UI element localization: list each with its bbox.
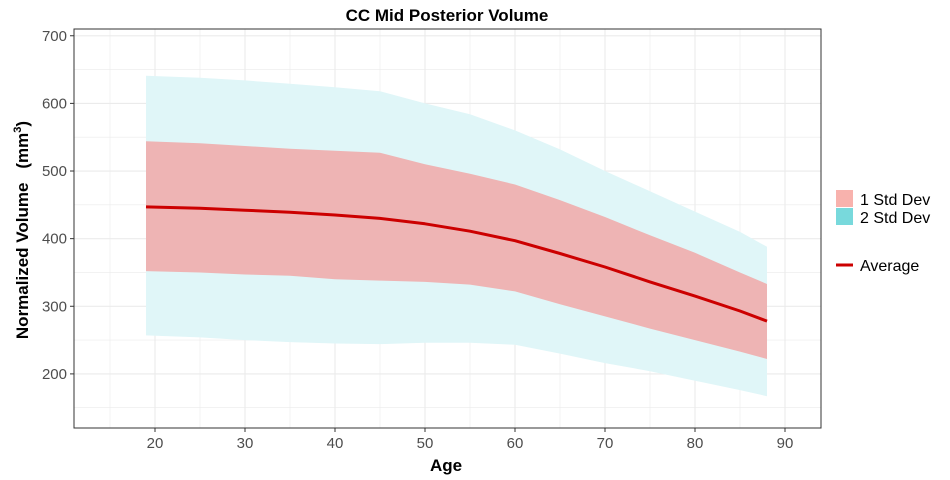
x-tick-label: 60 — [507, 435, 524, 452]
y-axis-unit-exponent: 3 — [12, 127, 24, 133]
legend-key-1-std-dev — [836, 190, 853, 207]
x-tick-label: 40 — [327, 435, 344, 452]
x-axis: 20 30 40 50 60 70 80 90 — [147, 428, 794, 452]
y-axis-title-group: Normalized Volume(mm3) — [12, 121, 32, 339]
x-tick-label: 90 — [777, 435, 794, 452]
x-tick-label: 20 — [147, 435, 164, 452]
legend-key-2-std-dev — [836, 208, 853, 225]
x-tick-label: 70 — [597, 435, 614, 452]
legend: 1 Std Dev 2 Std Dev Average — [836, 190, 930, 275]
x-tick-label: 80 — [687, 435, 704, 452]
x-tick-label: 50 — [417, 435, 434, 452]
band-1-std-dev — [146, 141, 767, 359]
average-line — [145, 205, 768, 323]
y-axis-title-text: Normalized Volume — [13, 183, 32, 340]
y-tick-label: 200 — [42, 366, 67, 383]
y-axis-unit: mm — [13, 133, 32, 163]
y-axis: 200 300 400 500 600 700 — [42, 28, 74, 383]
y-axis-title: Normalized Volume(mm3) — [12, 121, 32, 339]
x-axis-title: Age — [430, 456, 462, 475]
legend-label-1-std-dev: 1 Std Dev — [860, 192, 930, 209]
x-tick-label: 30 — [237, 435, 254, 452]
legend-label-average: Average — [860, 258, 919, 275]
y-tick-label: 400 — [42, 231, 67, 248]
y-tick-label: 700 — [42, 28, 67, 45]
plot-panel — [73, 28, 822, 429]
y-tick-label: 600 — [42, 95, 67, 112]
chart-title: CC Mid Posterior Volume — [346, 6, 549, 25]
panel-border — [73, 28, 822, 429]
legend-label-2-std-dev: 2 Std Dev — [860, 210, 930, 227]
y-tick-label: 500 — [42, 163, 67, 180]
y-tick-label: 300 — [42, 298, 67, 315]
